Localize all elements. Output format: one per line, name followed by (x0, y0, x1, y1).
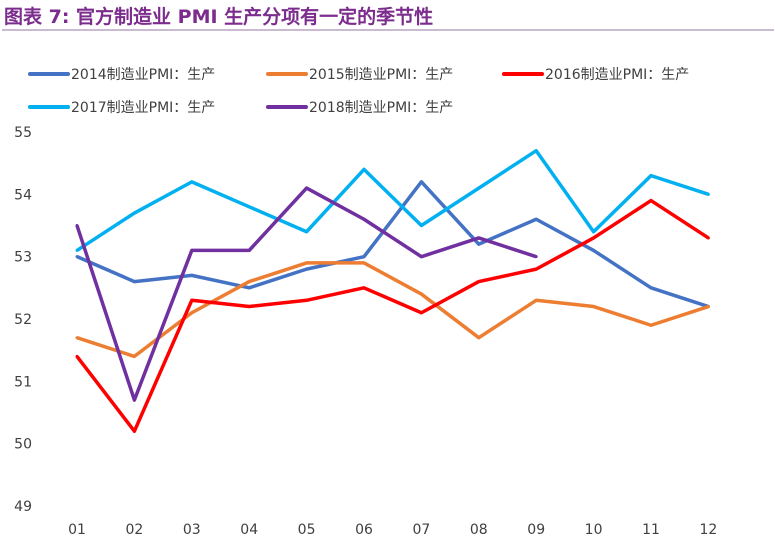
data-point (247, 205, 251, 209)
data-point (305, 230, 309, 234)
data-point (419, 292, 423, 296)
data-point (706, 305, 710, 309)
data-point (132, 398, 136, 402)
data-point (132, 429, 136, 433)
data-point (190, 180, 194, 184)
data-point (477, 236, 481, 240)
x-tick-label: 01 (68, 522, 86, 538)
data-point (534, 298, 538, 302)
x-tick-label: 02 (125, 522, 143, 538)
data-point (75, 354, 79, 358)
y-tick-label: 51 (14, 374, 32, 390)
data-point (477, 242, 481, 246)
y-tick-label: 53 (14, 250, 32, 266)
legend-label: 2017制造业PMI：生产 (71, 100, 215, 116)
series-line-2016 (75, 198, 710, 433)
data-point (75, 255, 79, 259)
data-point (477, 280, 481, 284)
data-point (362, 167, 366, 171)
legend-label: 2014制造业PMI：生产 (71, 67, 215, 83)
data-point (592, 236, 596, 240)
data-point (649, 286, 653, 290)
data-point (419, 255, 423, 259)
data-point (592, 230, 596, 234)
data-point (706, 192, 710, 196)
data-point (649, 323, 653, 327)
x-tick-label: 05 (298, 522, 316, 538)
data-point (190, 273, 194, 277)
series-line-2014 (76, 180, 709, 309)
data-point (247, 286, 251, 290)
x-tick-label: 08 (470, 522, 488, 538)
chart-title: 图表 7: 官方制造业 PMI 生产分项有一定的季节性 (4, 6, 434, 28)
data-point (190, 248, 194, 252)
data-point (477, 186, 481, 190)
y-tick-label: 52 (14, 312, 32, 328)
y-tick-label: 55 (14, 125, 32, 141)
data-point (75, 224, 79, 227)
x-tick-label: 12 (699, 522, 717, 538)
data-point (592, 305, 596, 309)
data-point (305, 261, 309, 265)
data-point (649, 199, 653, 203)
data-point (75, 248, 79, 252)
legend-label: 2016制造业PMI：生产 (545, 67, 689, 83)
data-point (477, 336, 481, 340)
x-tick-label: 10 (585, 522, 603, 538)
y-tick-label: 54 (14, 187, 32, 203)
x-tick-label: 06 (355, 522, 373, 538)
data-point (534, 149, 538, 153)
data-point (75, 336, 79, 340)
series-line-2018 (75, 186, 537, 402)
data-point (592, 248, 596, 252)
data-point (305, 186, 309, 190)
data-point (132, 354, 136, 358)
data-point (362, 261, 366, 265)
data-point (534, 217, 538, 221)
data-point (419, 180, 423, 184)
data-point (247, 305, 251, 309)
legend-label: 2018制造业PMI：生产 (309, 100, 453, 116)
data-point (534, 267, 538, 271)
y-tick-label: 50 (14, 437, 32, 453)
legend-label: 2015制造业PMI：生产 (309, 67, 453, 83)
data-point (706, 236, 710, 240)
data-point (132, 211, 136, 215)
data-point (362, 255, 366, 259)
series-line-2017 (76, 148, 709, 252)
data-point (132, 280, 136, 284)
title-divider (2, 29, 774, 31)
x-tick-label: 09 (527, 522, 545, 538)
data-point (534, 255, 538, 259)
data-point (649, 174, 653, 178)
data-point (362, 286, 366, 290)
data-point (419, 311, 423, 315)
x-tick-label: 11 (642, 522, 660, 538)
y-tick-label: 49 (14, 499, 32, 515)
data-point (362, 217, 366, 221)
data-point (190, 298, 194, 302)
data-point (247, 248, 251, 252)
data-point (419, 224, 423, 227)
x-tick-label: 03 (183, 522, 201, 538)
x-tick-label: 04 (240, 522, 258, 538)
x-tick-label: 07 (412, 522, 430, 538)
data-point (247, 280, 251, 284)
data-point (190, 311, 194, 315)
data-point (305, 267, 309, 271)
data-point (305, 298, 309, 302)
